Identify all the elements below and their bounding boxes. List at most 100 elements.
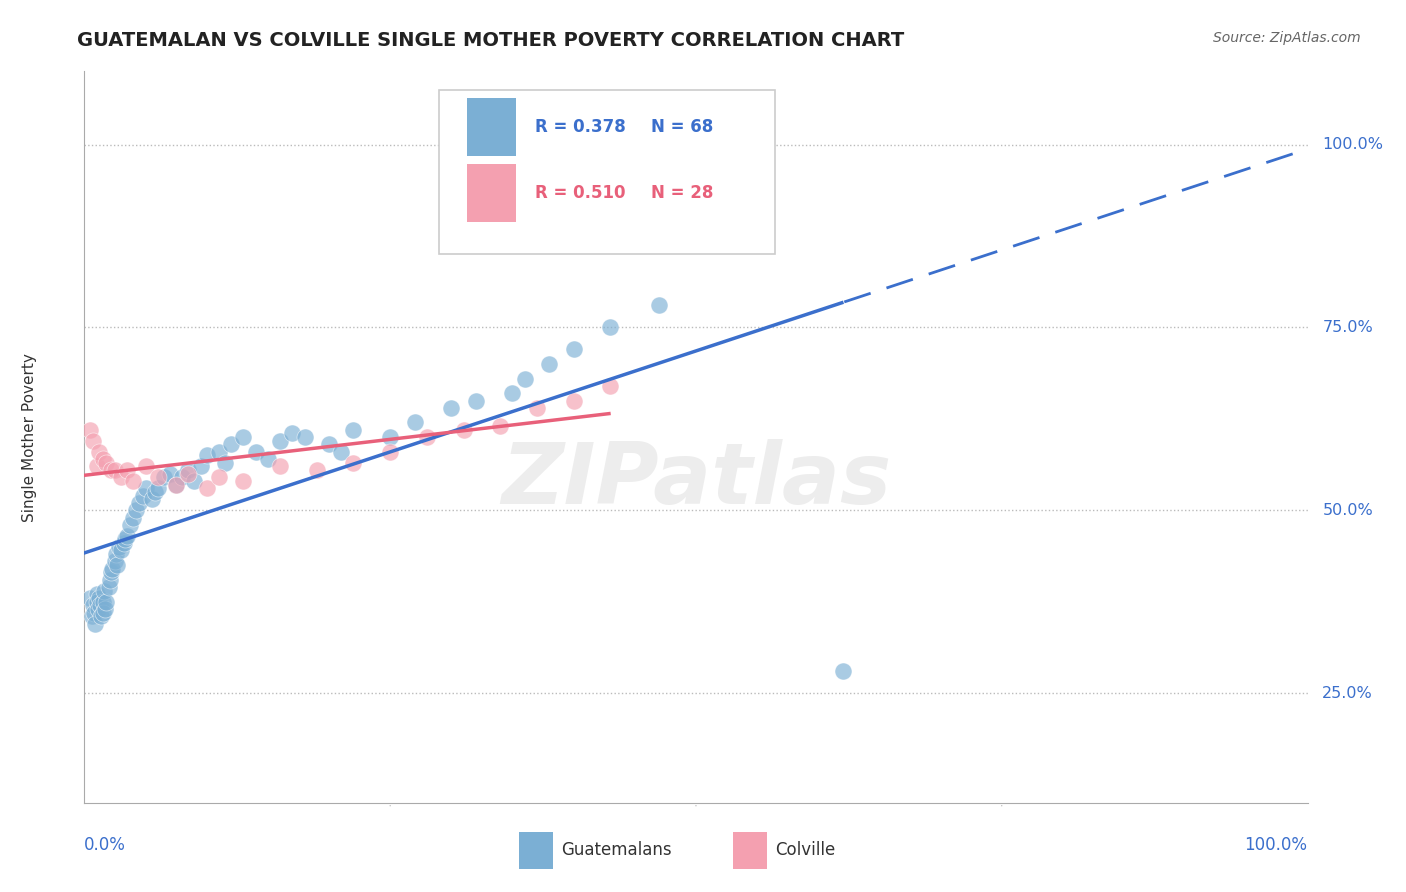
Text: Colville: Colville [776, 841, 835, 859]
Point [122, 474, 145, 488]
Point [132, 489, 155, 503]
Point [177, 467, 200, 481]
Point [416, 430, 439, 444]
Point [538, 357, 561, 371]
Point [380, 444, 402, 458]
Point [105, 547, 128, 561]
FancyBboxPatch shape [467, 164, 516, 222]
Point [232, 474, 254, 488]
Point [165, 477, 187, 491]
FancyBboxPatch shape [439, 90, 776, 254]
Text: N = 28: N = 28 [651, 184, 713, 202]
Text: Guatemalans: Guatemalans [561, 841, 672, 859]
Point [146, 481, 169, 495]
Point [91, 452, 114, 467]
Point [143, 485, 166, 500]
Point [599, 320, 621, 334]
Point [96, 594, 118, 608]
Point [115, 529, 138, 543]
Point [380, 430, 402, 444]
Text: R = 0.378: R = 0.378 [534, 118, 626, 136]
Point [489, 419, 512, 434]
Point [342, 456, 364, 470]
Point [453, 423, 475, 437]
Point [86, 587, 108, 601]
Point [107, 540, 129, 554]
Point [330, 444, 353, 458]
Point [141, 492, 163, 507]
FancyBboxPatch shape [467, 98, 516, 156]
Point [135, 481, 157, 495]
Point [104, 554, 127, 568]
Point [87, 602, 110, 616]
Point [105, 558, 128, 573]
Point [100, 566, 122, 580]
Point [135, 459, 157, 474]
Point [232, 430, 254, 444]
Point [89, 599, 111, 613]
Point [96, 456, 118, 470]
Point [94, 602, 117, 616]
Point [110, 470, 132, 484]
Text: 100.0%: 100.0% [1322, 137, 1384, 152]
Point [83, 606, 105, 620]
Point [464, 393, 486, 408]
Point [599, 379, 621, 393]
Point [86, 459, 108, 474]
Point [159, 467, 181, 481]
Point [110, 543, 132, 558]
Point [93, 583, 115, 598]
Point [79, 423, 101, 437]
Point [122, 510, 145, 524]
Text: 50.0%: 50.0% [1322, 503, 1374, 517]
Point [86, 594, 108, 608]
Point [98, 573, 121, 587]
Point [305, 463, 328, 477]
Point [97, 580, 120, 594]
Point [281, 426, 304, 441]
Point [112, 536, 135, 550]
Point [177, 463, 200, 477]
Point [183, 474, 205, 488]
Point [80, 609, 103, 624]
Point [87, 591, 110, 605]
Point [318, 437, 340, 451]
Text: GUATEMALAN VS COLVILLE SINGLE MOTHER POVERTY CORRELATION CHART: GUATEMALAN VS COLVILLE SINGLE MOTHER POV… [77, 31, 904, 50]
Point [502, 386, 524, 401]
Point [91, 594, 114, 608]
Point [165, 477, 187, 491]
Point [648, 298, 671, 312]
Point [146, 470, 169, 484]
Point [208, 470, 231, 484]
Point [831, 664, 853, 678]
Point [153, 470, 176, 484]
Point [195, 481, 218, 495]
Point [526, 401, 548, 415]
Point [125, 503, 148, 517]
Point [190, 459, 212, 474]
Point [87, 444, 110, 458]
FancyBboxPatch shape [733, 832, 766, 869]
Point [172, 470, 194, 484]
Point [118, 517, 141, 532]
Point [269, 434, 291, 448]
Point [269, 459, 291, 474]
Point [513, 371, 536, 385]
Text: ZIPatlas: ZIPatlas [501, 440, 891, 523]
Text: 100.0%: 100.0% [1244, 836, 1308, 854]
Point [404, 416, 426, 430]
Text: 75.0%: 75.0% [1322, 320, 1374, 334]
Text: Source: ZipAtlas.com: Source: ZipAtlas.com [1213, 31, 1361, 45]
Text: 25.0%: 25.0% [1322, 686, 1374, 700]
Text: N = 68: N = 68 [651, 118, 713, 136]
Point [562, 393, 585, 408]
Text: 0.0%: 0.0% [84, 836, 127, 854]
Point [562, 343, 585, 357]
Point [82, 599, 104, 613]
Point [208, 444, 231, 458]
Point [114, 533, 136, 547]
Point [128, 496, 150, 510]
Text: Single Mother Poverty: Single Mother Poverty [22, 352, 37, 522]
Point [100, 463, 122, 477]
Point [219, 437, 242, 451]
